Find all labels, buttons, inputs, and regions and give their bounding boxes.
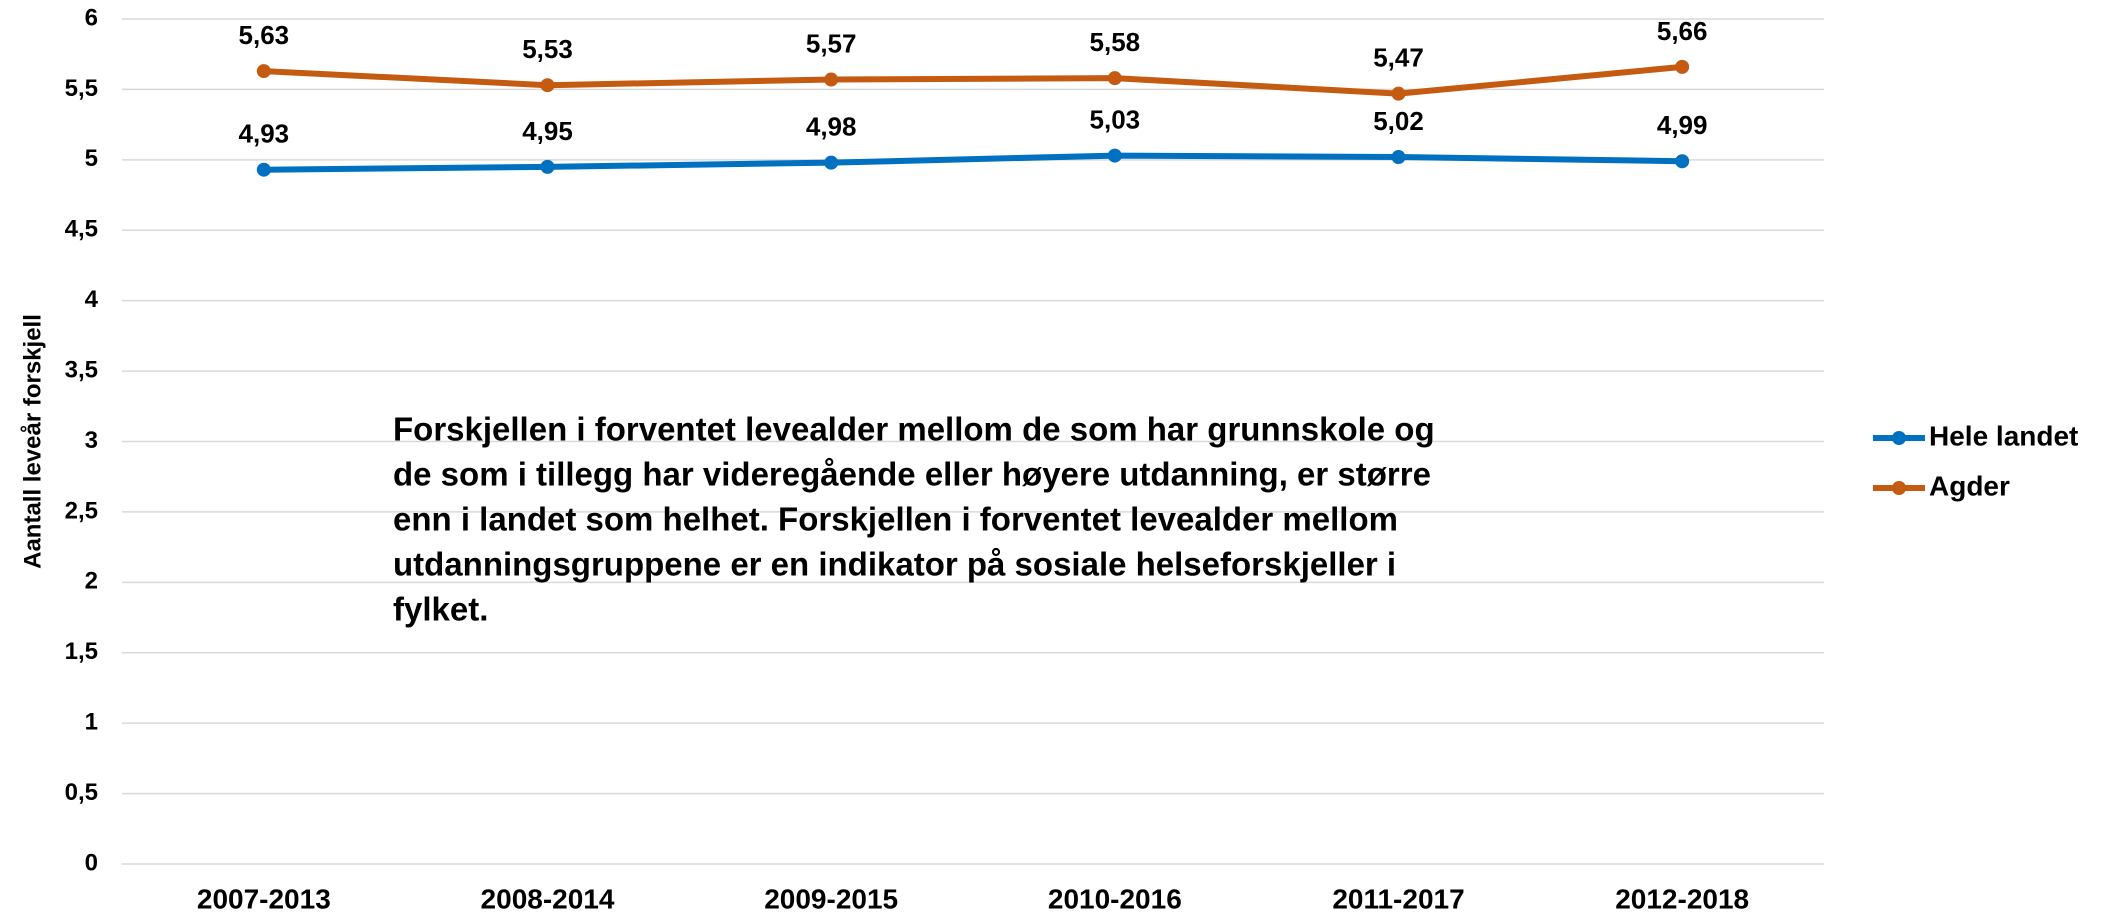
legend-label: Agder (1929, 470, 2010, 501)
marker (1391, 86, 1406, 101)
y-tick-label: 6 (85, 4, 98, 31)
data-label: 4,95 (522, 116, 573, 146)
data-label: 5,03 (1090, 104, 1141, 134)
x-tick-label: 2012-2018 (1615, 883, 1749, 914)
marker (256, 64, 271, 79)
data-label: 5,58 (1090, 27, 1141, 57)
annotation: de som i tillegg har videregående eller … (393, 456, 1431, 493)
y-tick-label: 2,5 (65, 497, 98, 524)
y-axis-label: Aantall leveår forskjell (19, 314, 46, 569)
y-tick-label: 3 (85, 427, 98, 454)
annotation: Forskjellen i forventet levealder mellom… (393, 411, 1435, 448)
marker (256, 162, 271, 177)
data-label: 5,53 (522, 34, 573, 64)
data-label: 5,57 (806, 28, 857, 58)
marker (1675, 59, 1690, 74)
annotation: fylket. (393, 591, 488, 628)
y-tick-label: 2 (85, 568, 98, 595)
legend-label: Hele landet (1929, 420, 2078, 451)
annotation: enn i landet som helhet. Forskjellen i f… (393, 501, 1398, 538)
y-tick-label: 1,5 (65, 638, 98, 665)
data-label: 5,02 (1373, 106, 1424, 136)
y-tick-label: 5 (85, 145, 98, 172)
y-tick-label: 3,5 (65, 356, 98, 383)
x-tick-label: 2009-2015 (764, 883, 898, 914)
y-tick-label: 0 (85, 849, 98, 876)
data-label: 4,98 (806, 112, 857, 142)
x-tick-label: 2010-2016 (1048, 883, 1182, 914)
marker (824, 155, 839, 170)
line (263, 152, 1683, 173)
data-label: 5,47 (1373, 43, 1424, 73)
y-tick-label: 4 (85, 286, 99, 313)
y-tick-label: 5,5 (65, 75, 98, 102)
data-label: 4,99 (1657, 110, 1708, 140)
line (263, 63, 1683, 97)
data-label: 5,63 (239, 20, 290, 50)
marker (1675, 154, 1690, 169)
y-tick-label: 4,5 (65, 216, 98, 243)
marker (540, 159, 555, 174)
marker (1107, 148, 1122, 163)
marker (824, 72, 839, 87)
legend-marker (1892, 481, 1906, 495)
x-tick-label: 2007-2013 (197, 883, 331, 914)
annotation: utdanningsgruppene er en indikator på so… (393, 546, 1396, 583)
marker (1391, 150, 1406, 165)
data-label: 5,66 (1657, 16, 1708, 46)
legend-marker (1892, 431, 1906, 445)
marker (1107, 71, 1122, 86)
x-tick-label: 2011-2017 (1332, 883, 1464, 914)
data-label: 4,93 (239, 119, 290, 149)
x-tick-label: 2008-2014 (481, 883, 615, 914)
marker (540, 78, 555, 93)
y-tick-label: 0,5 (65, 779, 98, 806)
y-tick-label: 1 (85, 709, 98, 736)
